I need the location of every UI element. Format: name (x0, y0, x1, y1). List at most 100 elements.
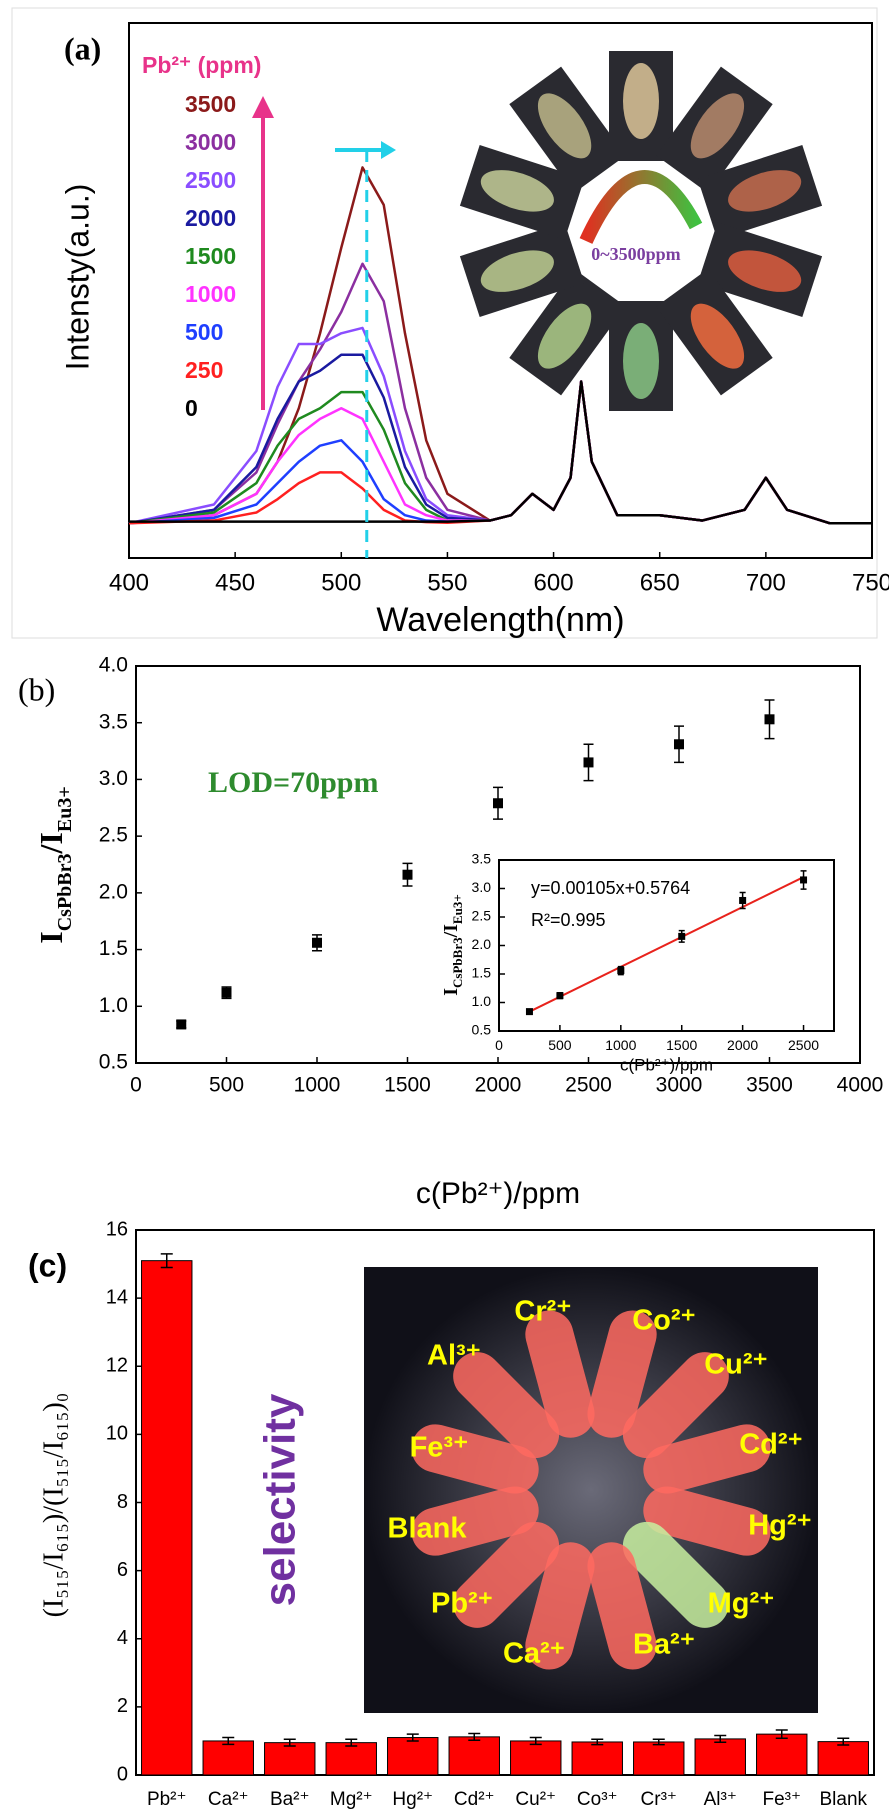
error-bar (222, 1736, 235, 1746)
photo-tube (656, 268, 773, 396)
photo-label: Ca²⁺ (503, 1638, 565, 1670)
y-tick-label: 1.0 (472, 993, 492, 1009)
x-tick-label: 650 (640, 570, 680, 597)
x-tick-label: 3500 (746, 1074, 793, 1097)
photo-arrow (579, 170, 703, 244)
x-tick-label: Hg²⁺ (392, 1789, 433, 1810)
photo-label: Mg²⁺ (708, 1588, 775, 1620)
tube-glow (728, 170, 802, 212)
r-squared: R²=0.995 (531, 910, 606, 930)
point (674, 739, 684, 750)
x-tick-label: Cr³⁺ (641, 1789, 677, 1810)
y-tick-label: 1.0 (99, 994, 128, 1017)
photo-tube (509, 268, 626, 396)
tube-body (587, 1310, 657, 1438)
y-tick-label: 4 (117, 1627, 128, 1649)
y-tick-label: 1.5 (99, 937, 128, 960)
bar (387, 1737, 439, 1776)
point (739, 896, 747, 904)
y-tick-label: 14 (106, 1286, 128, 1308)
tube-body (643, 1486, 771, 1556)
x-tick-label: Pb²⁺ (147, 1789, 187, 1810)
y-tick-label: 4.0 (99, 654, 128, 677)
photo-tube (697, 144, 823, 240)
error-bar (652, 1738, 665, 1746)
y-tick-label: 0.5 (99, 1051, 128, 1074)
bar (141, 1260, 193, 1776)
x-tick-label: Mg²⁺ (330, 1789, 373, 1810)
tube-glow (728, 250, 802, 292)
photo-label: Cu²⁺ (704, 1349, 768, 1381)
photo-label: Pb²⁺ (431, 1588, 493, 1620)
error-bar (406, 1733, 419, 1742)
error-bar (529, 1736, 542, 1746)
legend-entry: 500 (185, 319, 223, 345)
x-axis-label: c(Pb²⁺)/ppm (416, 1177, 580, 1210)
bar (694, 1738, 746, 1776)
x-tick-label: Al³⁺ (704, 1789, 737, 1810)
photo-label: Blank (388, 1513, 468, 1545)
x-axis-label: c(Pb²⁺)/ppm (620, 1055, 713, 1074)
series-line (129, 380, 872, 525)
photo-tube (525, 1310, 595, 1438)
y-tick-label: 16 (106, 1218, 128, 1240)
fit-line (529, 876, 804, 1013)
point (617, 967, 625, 975)
x-tick-label: 0 (130, 1074, 142, 1097)
legend-entry: 1500 (185, 243, 236, 269)
photo-tube (525, 1542, 595, 1670)
x-tick-label: 2500 (565, 1074, 612, 1097)
x-tick-label: 3000 (656, 1074, 703, 1097)
label-part: CsPbBr3 (54, 853, 76, 931)
photo-tube (411, 1424, 539, 1494)
y-axis-label: Intensty(a.u.) (59, 184, 95, 371)
x-tick-label: Ba²⁺ (270, 1789, 310, 1810)
photo-label: Al³⁺ (427, 1340, 481, 1372)
photo-label: Ba²⁺ (633, 1629, 695, 1661)
photo-tube (697, 222, 823, 318)
bar (571, 1741, 623, 1776)
x-tick-label: 0 (495, 1037, 503, 1053)
x-tick-label: 500 (548, 1037, 572, 1053)
x-tick-label: 2500 (788, 1037, 819, 1053)
legend-entry: 1000 (185, 281, 236, 307)
error-bar (160, 1253, 173, 1269)
photo-tube (609, 301, 673, 411)
legend-entry: 250 (185, 357, 223, 383)
photo (364, 1267, 818, 1713)
legend-entry: 2500 (185, 167, 236, 193)
panel-label: (a) (64, 30, 101, 66)
point (764, 714, 775, 725)
tube-body (411, 1486, 539, 1556)
photo-tube (453, 1352, 560, 1459)
photo-tube (411, 1486, 539, 1556)
panel-label: (b) (18, 671, 55, 707)
photo-label: Hg²⁺ (748, 1510, 812, 1542)
x-tick-label: 2000 (475, 1074, 522, 1097)
y-axis-label: ICsPbBr3/IEu3+ (33, 786, 75, 943)
y-axis-label: (I₅₁₅/I₆₁₅)/(I₅₁₅/I₆₁₅)₀ (38, 1393, 69, 1618)
shift-head (381, 141, 396, 159)
tube-body (622, 1521, 729, 1628)
point (312, 937, 322, 948)
panel-border (11, 7, 878, 639)
y-tick-label: 6 (117, 1559, 128, 1581)
x-tick-label: 400 (109, 570, 149, 597)
bar (510, 1740, 562, 1776)
x-tick-label: 550 (427, 570, 467, 597)
y-tick-label: 2.5 (99, 824, 128, 847)
legend-entry: 3500 (185, 91, 236, 117)
point (402, 869, 413, 880)
label-part: Eu3+ (450, 894, 465, 924)
point (525, 1008, 533, 1016)
x-tick-label: Fe³⁺ (762, 1789, 801, 1810)
tube-glow (623, 63, 659, 139)
bar (264, 1742, 316, 1776)
photo-label: Fe³⁺ (410, 1432, 469, 1464)
arrow-head (252, 96, 274, 118)
label-part: CsPbBr3 (450, 937, 465, 988)
x-tick-label: 700 (746, 570, 786, 597)
error-bar (345, 1738, 358, 1747)
x-tick-label: Cd²⁺ (454, 1789, 495, 1810)
